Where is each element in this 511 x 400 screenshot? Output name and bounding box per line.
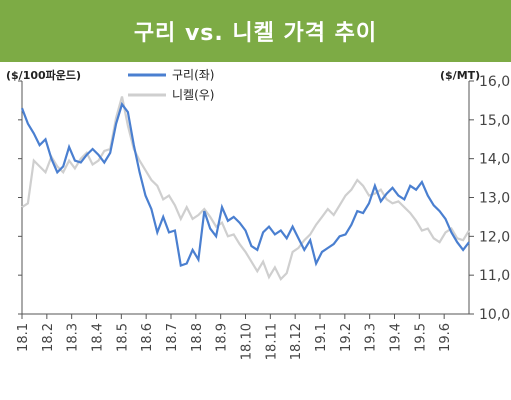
x-tick-label: 19.4 (389, 323, 404, 352)
right-tick-label: 13,000 (479, 191, 511, 207)
x-tick-label: 18.9 (215, 323, 230, 352)
x-tick-label: 19.1 (314, 323, 329, 352)
x-tick-label: 18.3 (66, 323, 81, 352)
x-tick-label: 18.6 (140, 323, 155, 352)
x-tick-label: 18.2 (41, 323, 56, 352)
right-tick-label: 12,000 (479, 229, 511, 245)
x-tick-label: 18.10 (240, 323, 255, 360)
x-tick-label: 18.7 (165, 323, 180, 352)
x-tick-label: 19.6 (438, 323, 453, 352)
legend: 구리(좌) 니켈(우) (128, 68, 214, 102)
right-tick-label: 14,000 (479, 152, 511, 168)
series-line-nickel (21, 96, 470, 281)
right-axis-unit: ($/MT) (440, 69, 480, 82)
series-line-copper (20, 101, 470, 267)
right-tick-label: 16,000 (479, 74, 511, 90)
legend-nickel-label: 니켈(우) (172, 88, 214, 102)
x-tick-label: 18.12 (289, 323, 304, 360)
x-tick-label: 19.2 (339, 323, 354, 352)
right-tick-label: 15,000 (479, 113, 511, 129)
x-tick-label: 19.5 (413, 323, 428, 352)
legend-copper-label: 구리(좌) (172, 68, 214, 82)
x-tick-label: 18.1 (16, 323, 31, 352)
chart-title-bar: 구리 vs. 니켈 가격 추이 (0, 0, 511, 62)
chart-title: 구리 vs. 니켈 가격 추이 (133, 21, 378, 46)
x-tick-label: 18.8 (190, 323, 205, 352)
x-axis-ticks: 18.1 18.2 18.3 18.4 18.5 18.6 18.7 18.8 18.9 18.1… (16, 314, 453, 360)
x-tick-label: 18.4 (91, 323, 106, 352)
left-axis-ticks (18, 80, 22, 315)
x-tick-label: 19.3 (364, 323, 379, 352)
right-axis-ticks: 16,000 15,000 14,000 13,000 12,000 11,000 10,0… (469, 74, 511, 323)
left-axis-unit: ($/100파운드) (6, 68, 81, 82)
x-tick-label: 18.11 (264, 323, 279, 360)
line-chart: ($/100파운드) ($/MT) 구리(좌) 니켈(우) 16,000 15,0… (6, 68, 511, 360)
right-tick-label: 11,000 (479, 268, 511, 284)
x-tick-label: 18.5 (115, 323, 130, 352)
right-tick-label: 10,000 (479, 307, 511, 323)
